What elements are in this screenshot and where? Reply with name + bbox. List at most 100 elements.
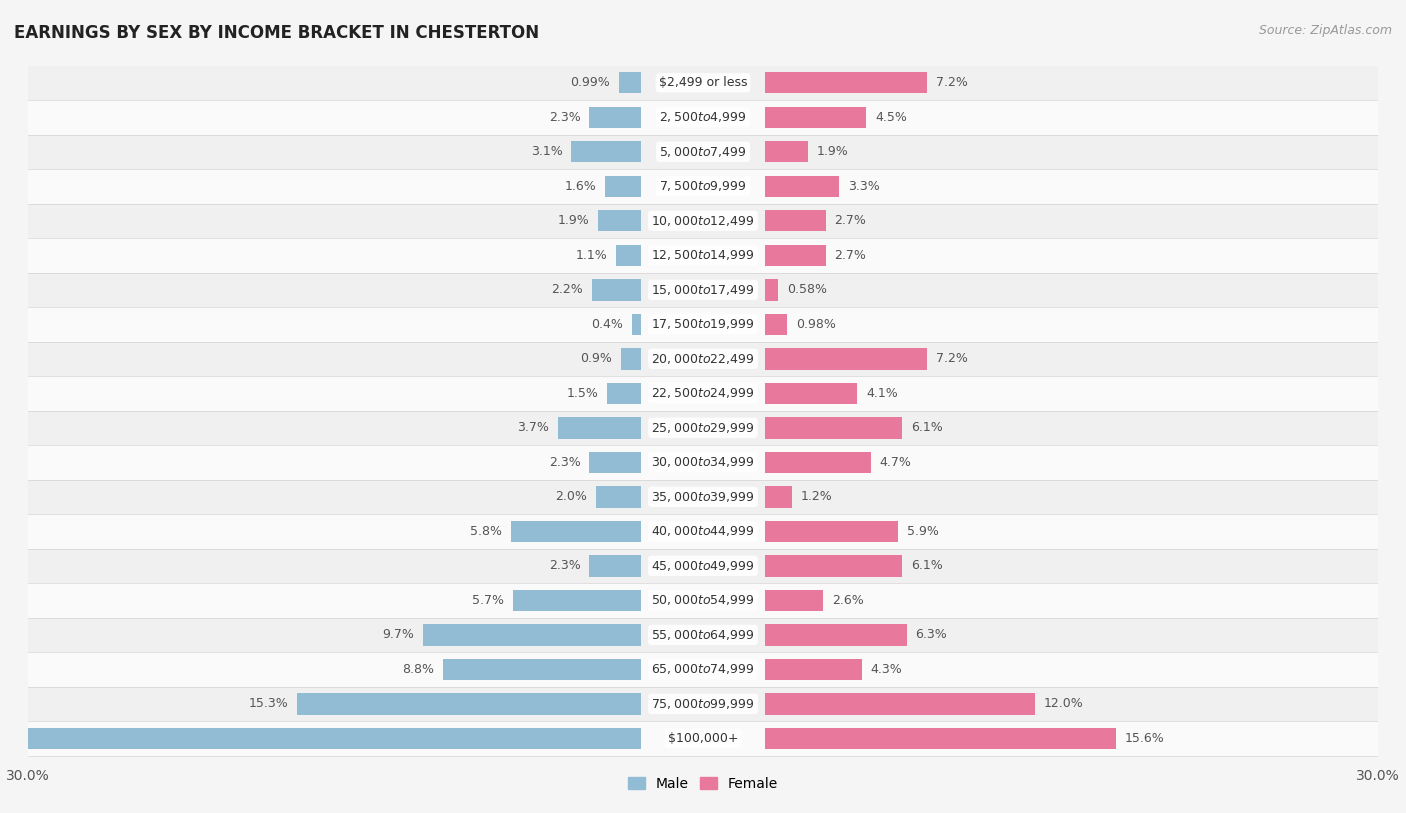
Bar bbox=[596, 486, 641, 507]
Text: $2,499 or less: $2,499 or less bbox=[659, 76, 747, 89]
Text: 1.9%: 1.9% bbox=[817, 146, 848, 159]
Bar bbox=[765, 659, 862, 680]
Text: 4.7%: 4.7% bbox=[880, 456, 911, 469]
Bar bbox=[765, 348, 927, 369]
Text: 2.7%: 2.7% bbox=[835, 215, 866, 228]
Bar bbox=[6, 203, 1400, 238]
Text: 0.99%: 0.99% bbox=[569, 76, 610, 89]
Text: $10,000 to $12,499: $10,000 to $12,499 bbox=[651, 214, 755, 228]
Text: 6.3%: 6.3% bbox=[915, 628, 948, 641]
Bar bbox=[513, 589, 641, 611]
Bar bbox=[558, 417, 641, 438]
Text: 0.9%: 0.9% bbox=[581, 352, 612, 365]
Bar bbox=[765, 245, 825, 266]
Bar bbox=[4, 728, 641, 749]
Text: 3.1%: 3.1% bbox=[530, 146, 562, 159]
Bar bbox=[589, 107, 641, 128]
Text: 2.3%: 2.3% bbox=[548, 456, 581, 469]
Text: 2.7%: 2.7% bbox=[835, 249, 866, 262]
Text: $15,000 to $17,499: $15,000 to $17,499 bbox=[651, 283, 755, 297]
Text: 5.8%: 5.8% bbox=[470, 525, 502, 538]
Bar bbox=[765, 141, 807, 163]
Text: $7,500 to $9,999: $7,500 to $9,999 bbox=[659, 180, 747, 193]
Text: 6.1%: 6.1% bbox=[911, 559, 943, 572]
Bar bbox=[765, 693, 1035, 715]
Bar bbox=[765, 486, 792, 507]
Text: 2.3%: 2.3% bbox=[548, 111, 581, 124]
Bar bbox=[6, 376, 1400, 411]
Text: 4.1%: 4.1% bbox=[866, 387, 898, 400]
Text: 2.2%: 2.2% bbox=[551, 283, 582, 296]
Bar bbox=[589, 555, 641, 576]
Bar bbox=[297, 693, 641, 715]
Bar bbox=[616, 245, 641, 266]
Text: 1.9%: 1.9% bbox=[558, 215, 589, 228]
Bar bbox=[589, 452, 641, 473]
Text: 12.0%: 12.0% bbox=[1043, 698, 1084, 711]
Bar bbox=[6, 272, 1400, 307]
Text: $17,500 to $19,999: $17,500 to $19,999 bbox=[651, 317, 755, 332]
Text: 15.6%: 15.6% bbox=[1125, 732, 1164, 745]
Text: $45,000 to $49,999: $45,000 to $49,999 bbox=[651, 559, 755, 573]
Text: 7.2%: 7.2% bbox=[936, 352, 967, 365]
Text: 15.3%: 15.3% bbox=[249, 698, 288, 711]
Text: $12,500 to $14,999: $12,500 to $14,999 bbox=[651, 248, 755, 263]
Bar bbox=[765, 624, 907, 646]
Text: 2.0%: 2.0% bbox=[555, 490, 588, 503]
Text: $22,500 to $24,999: $22,500 to $24,999 bbox=[651, 386, 755, 400]
Text: $50,000 to $54,999: $50,000 to $54,999 bbox=[651, 593, 755, 607]
Text: 0.98%: 0.98% bbox=[796, 318, 835, 331]
Bar bbox=[765, 210, 825, 232]
Legend: Male, Female: Male, Female bbox=[623, 771, 783, 796]
Bar bbox=[6, 238, 1400, 272]
Text: $75,000 to $99,999: $75,000 to $99,999 bbox=[651, 697, 755, 711]
Bar bbox=[605, 176, 641, 197]
Bar bbox=[765, 555, 903, 576]
Bar bbox=[6, 480, 1400, 514]
Text: 6.1%: 6.1% bbox=[911, 421, 943, 434]
Bar bbox=[765, 520, 897, 542]
Bar bbox=[6, 66, 1400, 100]
Bar bbox=[6, 169, 1400, 203]
Bar bbox=[6, 618, 1400, 652]
Bar bbox=[6, 652, 1400, 687]
Bar bbox=[621, 348, 641, 369]
Bar bbox=[6, 341, 1400, 376]
Text: 2.6%: 2.6% bbox=[832, 593, 865, 606]
Bar bbox=[6, 583, 1400, 618]
Text: $35,000 to $39,999: $35,000 to $39,999 bbox=[651, 489, 755, 504]
Text: 0.4%: 0.4% bbox=[592, 318, 623, 331]
Bar bbox=[765, 107, 866, 128]
Text: $40,000 to $44,999: $40,000 to $44,999 bbox=[651, 524, 755, 538]
Text: 5.9%: 5.9% bbox=[907, 525, 938, 538]
Text: 8.8%: 8.8% bbox=[402, 663, 434, 676]
Bar bbox=[6, 687, 1400, 721]
Text: Source: ZipAtlas.com: Source: ZipAtlas.com bbox=[1258, 24, 1392, 37]
Text: EARNINGS BY SEX BY INCOME BRACKET IN CHESTERTON: EARNINGS BY SEX BY INCOME BRACKET IN CHE… bbox=[14, 24, 538, 42]
Bar bbox=[6, 721, 1400, 755]
Bar bbox=[510, 520, 641, 542]
Bar bbox=[6, 134, 1400, 169]
Text: $2,500 to $4,999: $2,500 to $4,999 bbox=[659, 111, 747, 124]
Bar bbox=[571, 141, 641, 163]
Text: $5,000 to $7,499: $5,000 to $7,499 bbox=[659, 145, 747, 159]
Text: $30,000 to $34,999: $30,000 to $34,999 bbox=[651, 455, 755, 469]
Bar bbox=[6, 100, 1400, 134]
Bar bbox=[765, 279, 778, 301]
Bar bbox=[765, 383, 858, 404]
Bar bbox=[6, 549, 1400, 583]
Text: 1.6%: 1.6% bbox=[564, 180, 596, 193]
Bar bbox=[6, 411, 1400, 445]
Bar bbox=[765, 417, 903, 438]
Text: 4.5%: 4.5% bbox=[875, 111, 907, 124]
Bar bbox=[6, 514, 1400, 549]
Bar bbox=[765, 728, 1116, 749]
Text: 3.7%: 3.7% bbox=[517, 421, 548, 434]
Text: 7.2%: 7.2% bbox=[936, 76, 967, 89]
Text: 5.7%: 5.7% bbox=[472, 593, 503, 606]
Text: $65,000 to $74,999: $65,000 to $74,999 bbox=[651, 663, 755, 676]
Bar bbox=[6, 307, 1400, 341]
Bar bbox=[765, 72, 927, 93]
Text: $55,000 to $64,999: $55,000 to $64,999 bbox=[651, 628, 755, 641]
Bar bbox=[423, 624, 641, 646]
